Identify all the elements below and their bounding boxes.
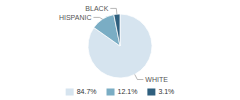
leader-line [135,74,144,79]
pie-slice [94,15,120,46]
legend-label: 12.1% [118,88,138,95]
pie [88,14,152,78]
legend-item: 3.1% [147,88,174,95]
leader-line [93,17,102,19]
legend-label: 3.1% [158,88,174,95]
legend: 84.7% 12.1% 3.1% [66,88,175,95]
legend-label: 84.7% [77,88,97,95]
slice-label: HISPANIC [59,14,92,21]
legend-swatch [147,89,155,96]
legend-item: 12.1% [107,88,138,95]
legend-swatch [107,89,115,96]
legend-swatch [66,89,74,96]
pie-slice [88,14,152,78]
chart: WHITE HISPANIC BLACK 84.7% 12.1% 3.1% [0,0,240,100]
slice-label: WHITE [145,76,168,83]
leader-line [110,8,117,14]
pie-slice [114,14,120,46]
annotations: WHITE HISPANIC BLACK [59,5,168,83]
slice-label: BLACK [85,5,108,12]
legend-item: 84.7% [66,88,97,95]
